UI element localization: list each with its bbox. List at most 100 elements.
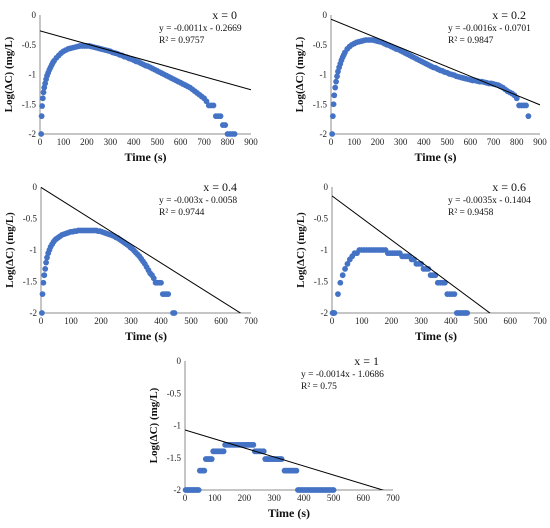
x-axis-title: Time (s)	[124, 150, 166, 164]
x-axis-title: Time (s)	[415, 329, 457, 343]
x-tick-label: 300	[124, 316, 138, 326]
data-point	[344, 260, 351, 267]
x-tick-label: 600	[357, 493, 371, 503]
x-tick-label: 300	[414, 316, 428, 326]
y-tick-label: -2	[29, 129, 37, 139]
y-tick-label: -1.5	[23, 277, 38, 287]
chart-panel-1: 0 100 200 300 400 500 600 700 800 900 0 -0.5 -1 -1.5 -…	[0, 0, 275, 172]
data-point	[38, 131, 45, 137]
y-axis-title: Log(ΔC) (mg/L)	[4, 212, 16, 288]
x-tick-label: 700	[386, 493, 400, 503]
chart-svg: 0 100 200 300 400 500 600 700 0 -0.5 -1 -1.5 -2 Time …	[295, 180, 547, 343]
data-point	[165, 291, 172, 297]
series-points	[39, 227, 178, 316]
y-tick-label: -2	[321, 308, 329, 318]
data-point	[220, 448, 227, 455]
series-points	[329, 247, 471, 316]
panel-title: x = 1	[354, 354, 379, 368]
x-tick-label: 400	[444, 316, 458, 326]
x-axis-title: Time (s)	[414, 150, 456, 164]
x-tick-label: 500	[327, 493, 341, 503]
data-point	[330, 101, 337, 108]
data-point	[158, 279, 164, 286]
trendline-equation: y = -0.0014x - 1.0686	[301, 370, 384, 380]
data-point	[335, 291, 341, 297]
trendline	[185, 429, 385, 490]
chart-svg: 0 100 200 300 400 500 600 700 0 -0.5 -1 -1.5 -2 Time …	[148, 354, 400, 520]
x-tick-label: 500	[150, 137, 164, 147]
y-axis-title: Log(ΔC) (mg/L)	[295, 212, 307, 288]
y-tick-label: -0.5	[22, 40, 37, 50]
y-tick-label: -0.5	[167, 388, 182, 398]
x-tick-label: 100	[347, 137, 361, 147]
x-tick-label: 200	[385, 316, 399, 326]
x-tick-label: 200	[94, 316, 108, 326]
x-tick-label: 600	[464, 137, 478, 147]
data-point	[208, 456, 215, 462]
x-tick-label: 300	[267, 493, 281, 503]
panel-title: x = 0	[212, 8, 237, 22]
data-point	[231, 131, 238, 137]
x-tick-label: 0	[329, 137, 334, 147]
data-point	[334, 73, 340, 80]
x-tick-label: 100	[64, 316, 78, 326]
y-axis-title: Log(ΔC) (mg/L)	[148, 387, 160, 463]
trendline-equation: y = -0.0016x - 0.0701	[448, 24, 531, 34]
y-tick-label: -0.5	[314, 214, 329, 224]
chart-panel-2: 0 100 200 300 400 500 600 700 800 900 0 -0.5 -1 -1.5 -…	[290, 0, 550, 172]
data-point	[331, 310, 338, 316]
r-squared-label: R² = 0.75	[301, 382, 337, 392]
x-tick-label: 700	[197, 137, 211, 147]
panel-title: x = 0.6	[492, 180, 526, 194]
data-point	[342, 266, 348, 272]
data-point	[41, 272, 48, 279]
trendline	[331, 18, 540, 106]
data-point	[40, 279, 47, 286]
x-tick-label: 600	[174, 137, 188, 147]
x-tick-label: 100	[355, 316, 369, 326]
x-tick-label: 600	[214, 316, 228, 326]
y-tick-label: 0	[323, 10, 328, 20]
data-point	[464, 310, 471, 316]
chart-svg: 0 100 200 300 400 500 600 700 800 900 0 -0.5 -1 -1.5 -…	[294, 8, 547, 164]
y-tick-label: -1	[321, 245, 329, 255]
data-point	[451, 291, 458, 297]
data-point	[418, 260, 425, 267]
data-point	[329, 131, 336, 137]
data-point	[293, 467, 300, 474]
y-tick-label: 0	[33, 182, 38, 192]
chart-svg: 0 100 200 300 400 500 600 700 0 -0.5 -1 -1.5 -2 Time …	[4, 180, 258, 343]
data-point	[44, 254, 50, 261]
data-point	[43, 259, 49, 266]
series-points	[329, 37, 532, 137]
chart-svg: 0 100 200 300 400 500 600 700 800 900 0 -0.5 -1 -1.5 -…	[3, 8, 258, 164]
x-tick-label: 500	[474, 316, 488, 326]
x-tick-label: 0	[330, 316, 335, 326]
y-tick-label: 0	[32, 10, 37, 20]
y-tick-label: -1	[30, 245, 38, 255]
data-point	[333, 78, 340, 85]
x-tick-label: 0	[39, 316, 44, 326]
y-tick-label: -0.5	[313, 40, 328, 50]
x-tick-label: 100	[57, 137, 71, 147]
x-tick-label: 400	[127, 137, 141, 147]
data-point	[222, 122, 229, 128]
trendline	[332, 195, 491, 313]
data-point	[339, 272, 346, 279]
y-tick-label: -2	[174, 485, 182, 495]
r-squared-label: R² = 0.9847	[448, 36, 494, 46]
x-tick-label: 600	[504, 316, 518, 326]
y-tick-label: -2	[320, 129, 328, 139]
x-tick-label: 300	[104, 137, 118, 147]
data-point	[171, 310, 178, 316]
x-tick-label: 400	[154, 316, 168, 326]
data-point	[201, 467, 208, 474]
x-tick-label: 700	[487, 137, 501, 147]
y-tick-label: -1	[29, 70, 37, 80]
chart-panel-5: 0 100 200 300 400 500 600 700 0 -0.5 -1 -1.5 -2 Time …	[145, 348, 405, 523]
y-tick-label: -1	[320, 70, 328, 80]
x-tick-label: 400	[297, 493, 311, 503]
data-point	[150, 275, 157, 282]
data-point	[513, 95, 520, 102]
